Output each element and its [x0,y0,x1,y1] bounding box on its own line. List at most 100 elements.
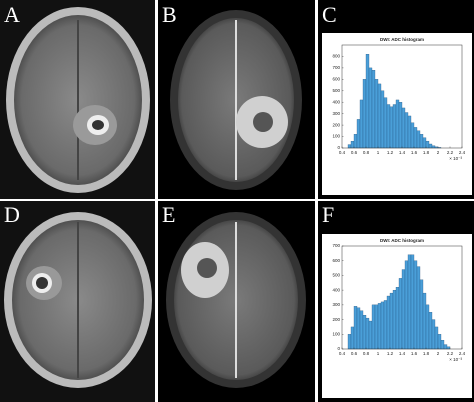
bar [374,79,379,149]
bar [428,143,433,149]
x-tick-label: 2.2 [447,351,454,356]
bar [353,306,358,350]
panel-label: F [322,202,334,227]
bar [350,326,355,350]
bar [359,310,364,350]
bar [422,292,427,350]
bar [413,260,418,350]
x-tick-label: 0.4 [339,351,346,356]
x-tick-label: 2 [437,351,440,356]
x-tick-label: 1.2 [387,351,394,356]
x-tick-label: 2.4 [459,351,466,356]
bar [425,304,430,350]
bar [374,304,379,350]
bar [365,54,370,149]
bar [383,97,388,149]
bar [371,304,376,350]
bar [347,334,352,350]
bar [362,79,367,149]
bar [353,134,358,149]
x-tick-label: 1.8 [423,150,430,155]
bar [446,346,451,350]
panel-label: B [162,2,177,27]
chart-title: DWI: ADC histogram [380,37,424,42]
bar [350,140,355,149]
y-tick-label: 600 [332,77,340,82]
x-tick-label: 1.8 [423,351,430,356]
bar [443,344,448,350]
y-tick-label: 800 [332,54,340,59]
y-tick-label: 400 [332,99,340,104]
bar [401,269,406,350]
y-tick-label: 200 [332,317,340,322]
y-tick-label: 500 [332,88,340,93]
x-tick-label: 1 [377,351,380,356]
bar [368,320,373,350]
bar [419,279,424,350]
bar [410,254,415,350]
bar [392,289,397,350]
bar [356,307,361,350]
bar [380,301,385,350]
y-tick-label: 100 [332,134,340,139]
x-tick-label: 2.2 [447,150,454,155]
y-tick-label: 600 [332,258,340,263]
y-tick-label: 700 [332,65,340,70]
bar [386,295,391,350]
bar [401,107,406,149]
bar [413,127,418,149]
bar [407,115,412,149]
bar [395,287,400,350]
bar [356,119,361,149]
bar [392,104,397,149]
x-tick-label: 2.4 [459,150,466,155]
bar [422,137,427,149]
x-tick-label: 0.6 [351,351,358,356]
bar [425,140,430,149]
chart-title: DWI: ADC histogram [380,238,424,243]
bar [431,145,436,149]
y-tick-label: 300 [332,111,340,116]
bar [371,70,376,149]
bar [398,278,403,350]
panel-label: D [4,202,20,227]
y-tick-label: 200 [332,122,340,127]
x-tick-label: 2 [437,150,440,155]
mri-image [158,201,315,402]
x-tick-label: 1.6 [411,351,418,356]
bar [419,134,424,149]
x-tick-label: 1.6 [411,150,418,155]
x-tick-label: 0.8 [363,351,370,356]
bar [404,260,409,350]
x-tick-label: 0.4 [339,150,346,155]
mri-image [158,0,315,199]
bar [407,254,412,350]
mri-image [0,201,155,402]
y-tick-label: 0 [337,346,340,351]
x-tick-label: 1.2 [387,150,394,155]
bar [368,67,373,149]
bar [386,104,391,149]
bar [437,334,442,350]
y-tick-label: 400 [332,287,340,292]
panel-label: E [162,202,175,227]
panel-label: C [322,2,337,27]
x-tick-label: 0.8 [363,150,370,155]
bar [416,130,421,149]
mri-image [0,0,155,199]
y-tick-label: 700 [332,243,340,248]
panel-label: A [4,2,20,27]
x-tick-label: 1 [377,150,380,155]
bar [416,266,421,350]
bar [428,312,433,350]
bar [389,106,394,149]
bar [365,317,370,350]
bar [434,326,439,350]
x-tick-label: 1.4 [399,150,406,155]
x-tick-label: 0.6 [351,150,358,155]
bar [398,102,403,149]
bar [410,122,415,149]
x-tick-label: 1.4 [399,351,406,356]
bar [347,144,352,149]
